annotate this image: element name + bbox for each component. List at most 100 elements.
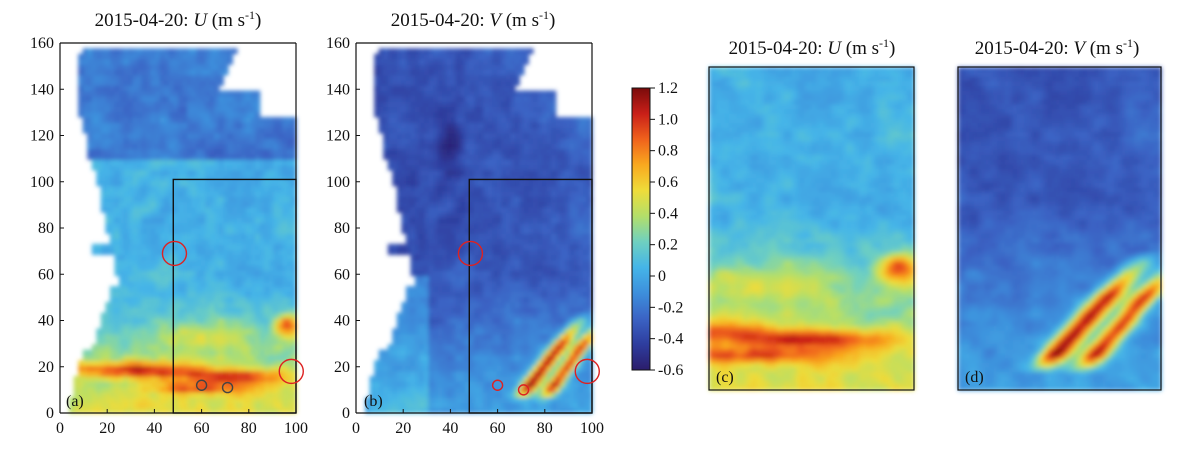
field-cell xyxy=(442,90,448,97)
field-cell xyxy=(191,365,197,372)
field-cell xyxy=(428,196,434,203)
field-cell xyxy=(132,154,138,160)
field-cell xyxy=(460,349,466,356)
field-cell xyxy=(141,259,147,266)
field-cell xyxy=(214,95,220,102)
field-cell xyxy=(109,85,115,92)
field-cell xyxy=(119,381,125,388)
field-cell xyxy=(505,291,511,298)
field-cell xyxy=(478,265,484,271)
field-cell xyxy=(178,328,184,335)
field-cell xyxy=(487,360,493,366)
field-cell xyxy=(483,191,489,197)
field-cell xyxy=(268,212,274,218)
field-cell xyxy=(514,90,520,97)
field-cell xyxy=(442,391,448,398)
field-cell xyxy=(442,196,448,203)
field-cell xyxy=(223,90,229,97)
field-cell xyxy=(496,138,502,144)
field-cell xyxy=(282,312,288,319)
field-cell xyxy=(383,85,389,92)
field-cell xyxy=(173,291,179,298)
field-cell xyxy=(401,333,407,340)
field-cell xyxy=(82,127,88,134)
field-cell xyxy=(460,143,466,150)
field-cell xyxy=(150,275,156,282)
field-cell xyxy=(200,196,206,203)
field-cell xyxy=(123,402,129,409)
field-cell xyxy=(501,222,507,229)
field-cell xyxy=(205,323,211,329)
field-cell xyxy=(433,48,439,55)
field-cell xyxy=(259,222,265,229)
field-cell xyxy=(227,233,233,240)
field-cell xyxy=(255,349,261,356)
field-cell xyxy=(241,233,247,240)
field-cell xyxy=(259,402,265,409)
field-cell xyxy=(282,159,288,166)
field-cell xyxy=(168,53,174,60)
field-cell xyxy=(155,259,161,266)
field-cell xyxy=(232,122,238,129)
field-cell xyxy=(268,206,274,213)
field-cell xyxy=(392,333,398,340)
field-cell xyxy=(469,360,475,366)
field-cell xyxy=(514,296,520,303)
field-cell xyxy=(501,381,507,388)
field-cell xyxy=(442,249,448,255)
field-cell xyxy=(446,164,452,171)
field-cell xyxy=(123,148,129,155)
field-cell xyxy=(478,344,484,351)
field-cell xyxy=(428,391,434,398)
field-cell xyxy=(114,90,120,97)
field-cell xyxy=(496,402,502,409)
field-cell xyxy=(415,259,421,266)
field-cell xyxy=(164,238,170,245)
field-cell xyxy=(146,154,152,160)
field-cell xyxy=(442,381,448,388)
field-cell xyxy=(137,85,143,92)
field-cell xyxy=(96,53,102,60)
field-cell xyxy=(146,111,152,118)
field-cell xyxy=(483,349,489,356)
field-cell xyxy=(492,154,498,160)
field-cell xyxy=(150,402,156,409)
field-cell xyxy=(241,354,247,361)
field-cell xyxy=(446,80,452,86)
field-cell xyxy=(277,349,283,356)
field-cell xyxy=(137,344,143,351)
field-cell xyxy=(415,360,421,366)
field-cell xyxy=(496,339,502,345)
field-cell xyxy=(428,344,434,351)
field-cell xyxy=(96,175,102,181)
field-cell xyxy=(451,407,457,414)
field-cell xyxy=(246,191,252,197)
field-cell xyxy=(100,143,106,150)
field-cell xyxy=(378,74,384,81)
field-cell xyxy=(191,117,197,123)
field-cell xyxy=(196,95,202,102)
field-cell xyxy=(182,164,188,171)
field-cell xyxy=(155,111,161,118)
field-cell xyxy=(137,339,143,345)
field-cell xyxy=(264,117,270,123)
field-cell xyxy=(109,222,115,229)
field-cell xyxy=(510,333,516,340)
field-cell xyxy=(109,191,115,197)
field-cell xyxy=(173,259,179,266)
field-cell xyxy=(187,206,193,213)
field-cell xyxy=(387,243,393,250)
field-cell xyxy=(141,333,147,340)
field-cell xyxy=(264,143,270,150)
field-cell xyxy=(401,85,407,92)
field-cell xyxy=(173,243,179,250)
field-cell xyxy=(378,53,384,60)
field-cell xyxy=(446,228,452,234)
field-cell xyxy=(455,344,461,351)
field-cell xyxy=(146,386,152,393)
field-cell xyxy=(178,339,184,345)
field-cell xyxy=(487,212,493,218)
field-cell xyxy=(446,85,452,92)
field-cell xyxy=(419,222,425,229)
field-cell xyxy=(487,254,493,261)
